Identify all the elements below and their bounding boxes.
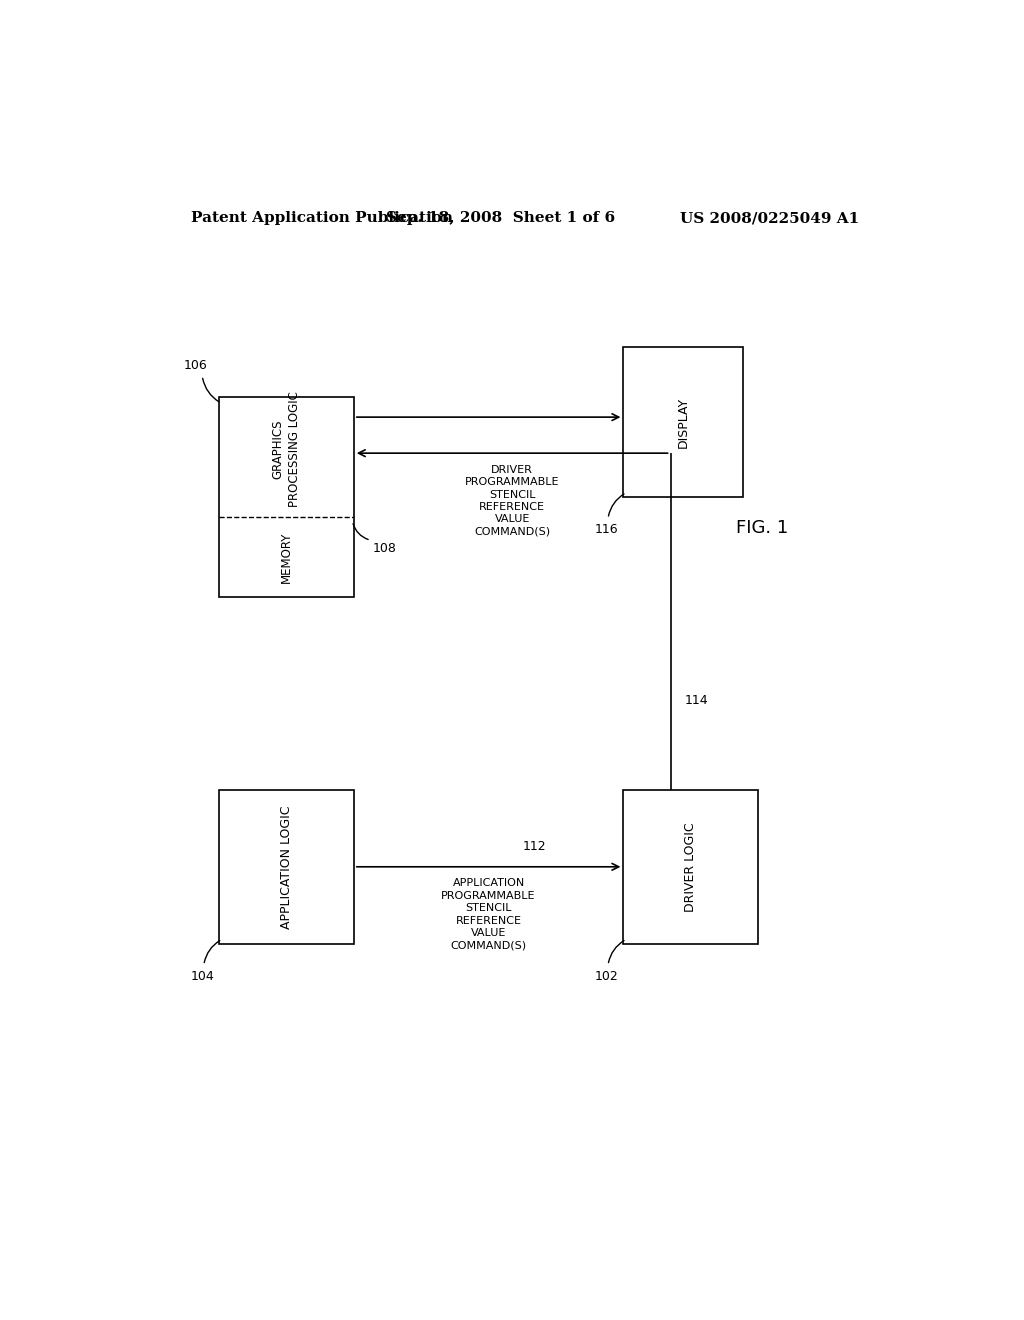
Text: 104: 104 bbox=[190, 970, 214, 983]
Bar bbox=[624, 789, 758, 944]
Text: DRIVER LOGIC: DRIVER LOGIC bbox=[684, 822, 697, 912]
Text: APPLICATION
PROGRAMMABLE
STENCIL
REFERENCE
VALUE
COMMAND(S): APPLICATION PROGRAMMABLE STENCIL REFEREN… bbox=[441, 878, 536, 950]
Text: MEMORY: MEMORY bbox=[280, 532, 293, 583]
Text: 114: 114 bbox=[685, 693, 709, 706]
Text: Sep. 18, 2008  Sheet 1 of 6: Sep. 18, 2008 Sheet 1 of 6 bbox=[386, 211, 614, 226]
Bar bbox=[624, 347, 742, 498]
Text: 102: 102 bbox=[595, 970, 618, 983]
Text: Patent Application Publication: Patent Application Publication bbox=[190, 211, 453, 226]
Text: APPLICATION LOGIC: APPLICATION LOGIC bbox=[280, 805, 293, 928]
Text: US 2008/0225049 A1: US 2008/0225049 A1 bbox=[680, 211, 859, 226]
Text: DISPLAY: DISPLAY bbox=[677, 396, 689, 447]
Text: 106: 106 bbox=[184, 359, 208, 372]
Text: 112: 112 bbox=[523, 840, 547, 853]
Bar bbox=[219, 789, 354, 944]
Text: 108: 108 bbox=[373, 543, 397, 554]
Bar bbox=[219, 397, 354, 597]
Text: GRAPHICS
PROCESSING LOGIC: GRAPHICS PROCESSING LOGIC bbox=[271, 392, 301, 507]
Text: 116: 116 bbox=[595, 524, 618, 536]
Text: FIG. 1: FIG. 1 bbox=[736, 519, 788, 537]
Text: DRIVER
PROGRAMMABLE
STENCIL
REFERENCE
VALUE
COMMAND(S): DRIVER PROGRAMMABLE STENCIL REFERENCE VA… bbox=[465, 465, 559, 537]
